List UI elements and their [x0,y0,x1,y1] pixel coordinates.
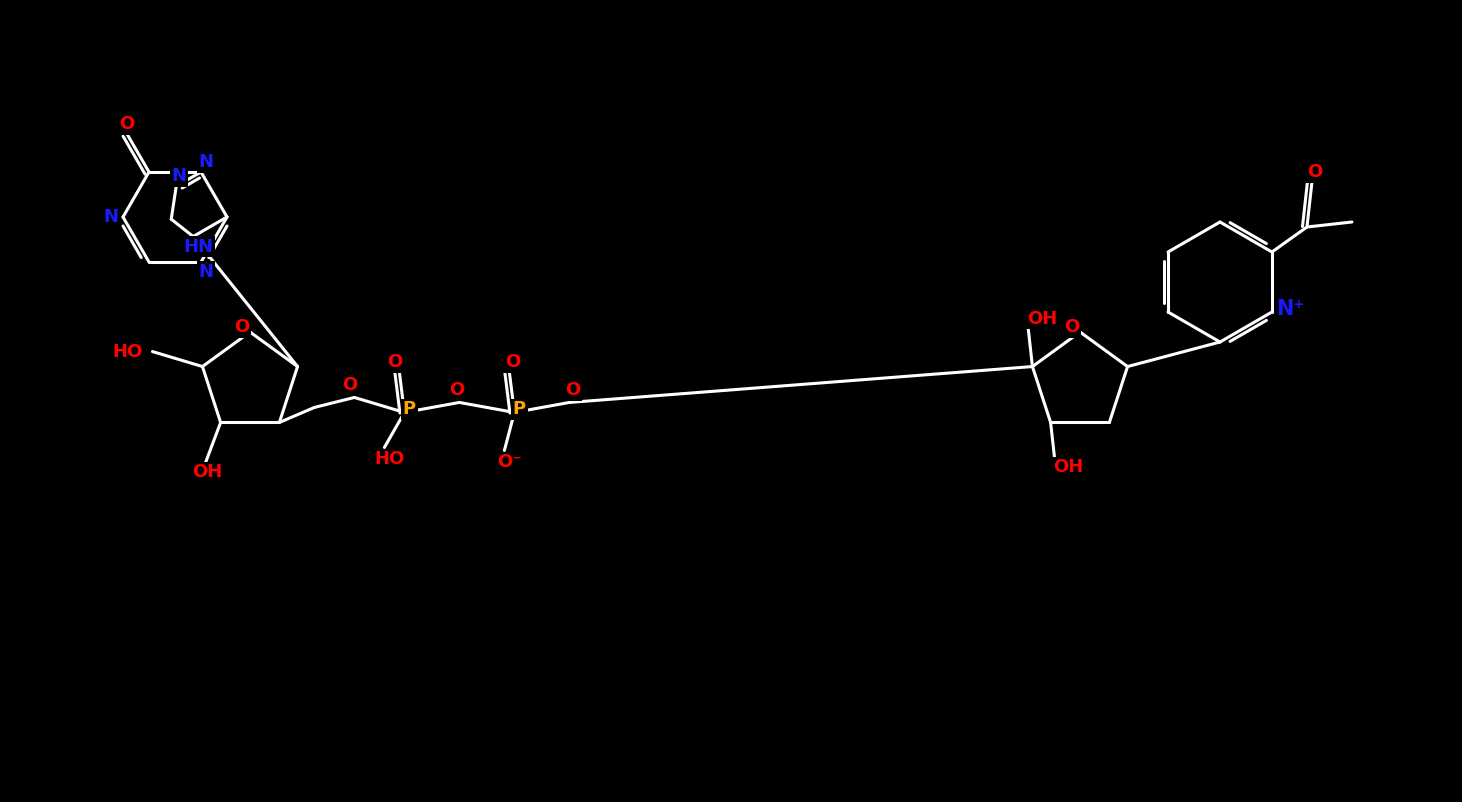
Text: OH: OH [193,464,222,481]
Text: N: N [104,208,118,226]
Text: O: O [342,376,357,395]
Text: HN: HN [183,237,213,256]
Text: N⁺: N⁺ [1276,299,1304,319]
Text: P: P [513,400,526,419]
Text: O: O [1064,318,1079,336]
Text: O⁻: O⁻ [497,453,522,472]
Text: O: O [387,354,402,371]
Text: OH: OH [1054,459,1083,476]
Text: O: O [449,382,463,399]
Text: OH: OH [1028,310,1057,327]
Text: O: O [120,115,135,133]
Text: HO: HO [113,342,142,361]
Text: O: O [564,382,580,399]
Text: N: N [199,263,213,281]
Text: O: O [234,318,250,336]
Text: O: O [1307,163,1323,181]
Text: N: N [171,168,187,185]
Text: N: N [199,153,213,171]
Text: P: P [404,400,417,419]
Text: HO: HO [374,451,405,468]
Text: O: O [504,354,520,371]
